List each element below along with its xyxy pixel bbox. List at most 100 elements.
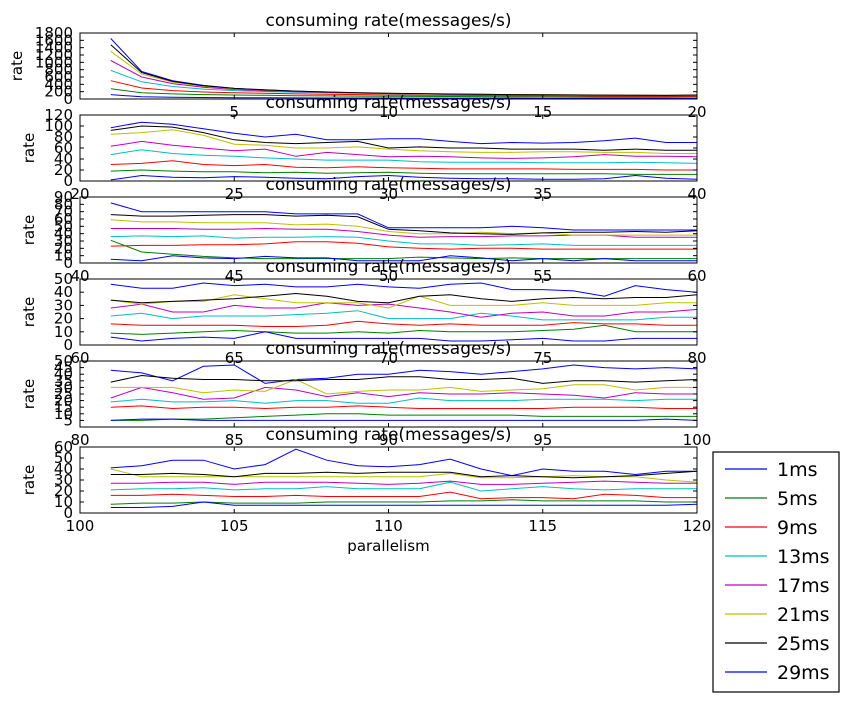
- x-tick-label: 20: [687, 103, 706, 121]
- y-tick-label: 400: [44, 75, 73, 93]
- x-tick-label: 100: [683, 431, 712, 449]
- series-line-29ms-panel-3: [110, 255, 697, 262]
- legend-box: [712, 451, 840, 693]
- series-line-13ms-panel-6: [110, 481, 697, 492]
- x-tick-label: 40: [70, 267, 89, 285]
- y-axis-label: rate: [8, 51, 26, 81]
- y-tick-label: 30: [54, 232, 73, 250]
- panel-title: consuming rate(messages/s): [265, 339, 511, 359]
- y-tick-label: 60: [54, 139, 73, 157]
- panel-title: consuming rate(messages/s): [265, 93, 511, 113]
- series-line-9ms-panel-2: [110, 160, 697, 171]
- series-line-5ms-panel-2: [110, 169, 697, 175]
- x-tick-label: 115: [528, 517, 557, 535]
- series-line-29ms-panel-2: [110, 174, 698, 181]
- y-tick-label: 200: [44, 83, 73, 101]
- y-tick-label: 0: [63, 336, 73, 354]
- series-line-9ms-panel-3: [110, 241, 697, 250]
- x-tick-label: 25: [225, 185, 244, 203]
- y-tick-label: 120: [44, 106, 73, 124]
- y-tick-label: 10: [54, 323, 73, 341]
- y-tick-label: 15: [54, 398, 73, 416]
- series-line-25ms-panel-4: [110, 292, 698, 304]
- series-line-21ms-panel-2: [110, 129, 697, 154]
- y-tick-label: 40: [54, 225, 73, 243]
- series-line-17ms-panel-2: [110, 140, 698, 159]
- x-tick-label: 55: [533, 267, 552, 285]
- y-tick-label: 60: [54, 210, 73, 228]
- legend-label-21ms: 21ms: [777, 604, 830, 626]
- legend-label-5ms: 5ms: [777, 488, 818, 510]
- y-tick-label: 90: [54, 188, 73, 206]
- series-line-1ms-panel-3: [110, 202, 697, 231]
- y-tick-label: 80: [54, 195, 73, 213]
- x-tick-label: 15: [533, 103, 552, 121]
- series-line-9ms-panel-1: [110, 80, 698, 97]
- y-tick-label: 30: [54, 296, 73, 314]
- legend-label-1ms: 1ms: [777, 459, 818, 481]
- x-tick-label: 50: [379, 267, 398, 285]
- series-line-13ms-panel-5: [110, 397, 697, 404]
- x-tick-label: 95: [533, 431, 552, 449]
- y-tick-label: 45: [54, 359, 73, 377]
- series-line-17ms-panel-5: [110, 386, 697, 400]
- x-tick-label: 110: [374, 517, 403, 535]
- series-line-1ms-panel-2: [110, 121, 697, 145]
- series-line-1ms-panel-1: [110, 38, 698, 97]
- plot-frame-panel-5: [79, 360, 698, 428]
- y-tick-label: 20: [54, 239, 73, 257]
- y-tick-label: 25: [54, 385, 73, 403]
- y-axis-label: rate: [20, 297, 38, 327]
- y-tick-label: 70: [54, 203, 73, 221]
- y-tick-label: 100: [44, 117, 73, 135]
- series-line-25ms-panel-5: [110, 374, 698, 384]
- y-tick-label: 20: [54, 392, 73, 410]
- series-line-21ms-panel-3: [110, 219, 697, 236]
- x-tick-label: 60: [687, 267, 706, 285]
- panel-title: consuming rate(messages/s): [265, 11, 511, 31]
- y-tick-label: 1000: [35, 53, 73, 71]
- legend-label-25ms: 25ms: [777, 633, 830, 655]
- series-line-5ms-panel-1: [110, 88, 698, 98]
- y-tick-label: 1600: [35, 31, 73, 49]
- y-tick-label: 40: [54, 283, 73, 301]
- x-tick-label: 105: [220, 517, 249, 535]
- x-tick-label: 10: [379, 103, 398, 121]
- series-line-9ms-panel-4: [110, 320, 697, 327]
- y-tick-label: 0: [63, 90, 73, 108]
- x-tick-label: 20: [70, 185, 89, 203]
- series-line-13ms-panel-2: [110, 149, 698, 164]
- y-tick-label: 30: [54, 378, 73, 396]
- series-line-1ms-panel-6: [110, 448, 697, 477]
- series-line-25ms-panel-1: [110, 44, 698, 96]
- series-line-13ms-panel-4: [110, 310, 697, 321]
- y-tick-label: 10: [54, 405, 73, 423]
- x-tick-label: 75: [533, 349, 552, 367]
- x-tick-label: 80: [70, 431, 89, 449]
- y-tick-label: 5: [63, 411, 73, 429]
- series-line-29ms-panel-5: [110, 418, 698, 421]
- y-axis-label: rate: [20, 465, 38, 495]
- y-tick-label: 35: [54, 372, 73, 390]
- series-line-25ms-panel-6: [110, 470, 698, 479]
- x-tick-label: 35: [533, 185, 552, 203]
- y-tick-label: 0: [63, 504, 73, 522]
- y-tick-label: 20: [54, 482, 73, 500]
- plot-frame-panel-1: [79, 32, 698, 100]
- y-tick-label: 1800: [35, 24, 73, 42]
- y-tick-label: 800: [44, 61, 73, 79]
- y-tick-label: 0: [63, 254, 73, 272]
- series-line-5ms-panel-5: [110, 413, 697, 421]
- legend-label-17ms: 17ms: [777, 575, 830, 597]
- x-tick-label: 60: [70, 349, 89, 367]
- series-line-1ms-panel-4: [110, 282, 698, 297]
- y-tick-label: 60: [54, 438, 73, 456]
- panel-title: consuming rate(messages/s): [265, 425, 511, 445]
- series-line-17ms-panel-6: [110, 480, 697, 485]
- series-line-5ms-panel-4: [110, 324, 697, 335]
- series-line-17ms-panel-1: [110, 60, 698, 96]
- y-tick-label: 30: [54, 471, 73, 489]
- y-tick-label: 1400: [35, 39, 73, 57]
- y-axis-label: rate: [20, 379, 38, 409]
